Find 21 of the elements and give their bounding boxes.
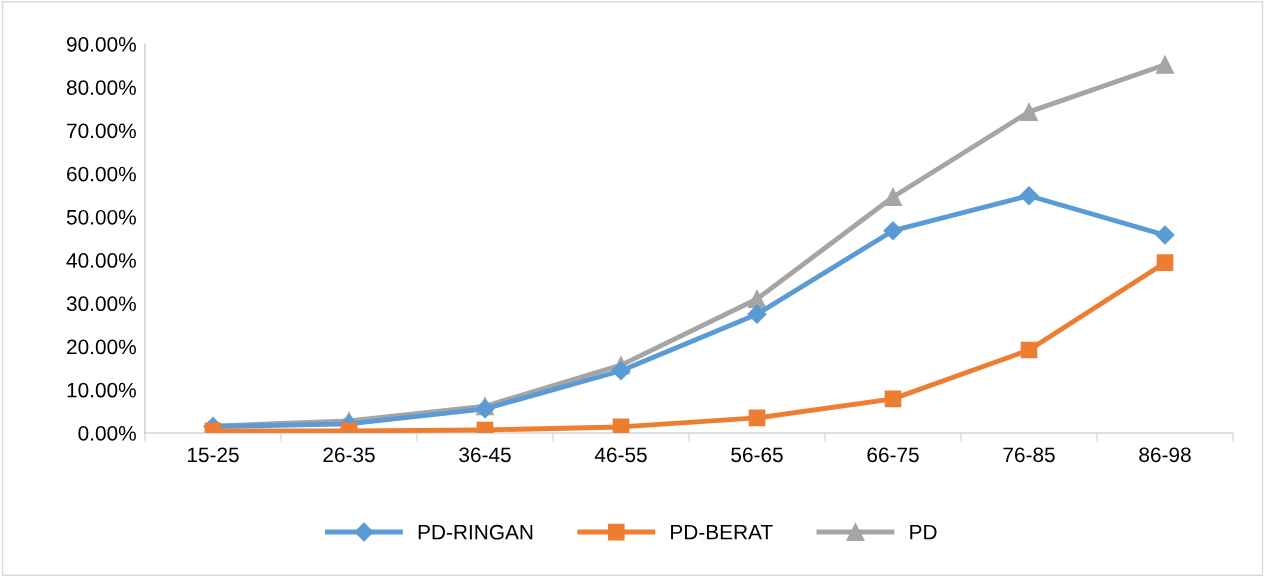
legend-label: PD [910, 525, 937, 540]
y-tick-label: 40.00% [66, 253, 136, 268]
y-tick-label: 80.00% [66, 80, 136, 95]
y-tick-label: 20.00% [67, 339, 136, 355]
legend-label: PD-BERAT [671, 525, 773, 540]
y-tick-label: 10.00% [67, 382, 136, 398]
x-tick-label: 66-75 [867, 447, 919, 463]
y-tick-label: 0.00% [78, 426, 136, 441]
x-tick-label: 86-98 [1139, 447, 1191, 463]
legend-label: PD-RINGAN [418, 524, 533, 540]
y-tick-label: 50.00% [66, 209, 136, 225]
x-tick-label: 56-65 [731, 447, 783, 463]
y-tick-label: 70.00% [67, 123, 136, 139]
y-tick-label: 60.00% [67, 166, 136, 182]
x-tick-label: 36-45 [459, 447, 511, 463]
x-tick-label: 26-35 [323, 447, 375, 463]
x-tick-label: 76-85 [1003, 447, 1055, 463]
x-tick-label: 15-25 [187, 447, 239, 463]
y-tick-label: 90.00% [66, 37, 136, 52]
x-tick-label: 46-55 [594, 447, 647, 463]
y-tick-label: 30.00% [66, 296, 136, 312]
